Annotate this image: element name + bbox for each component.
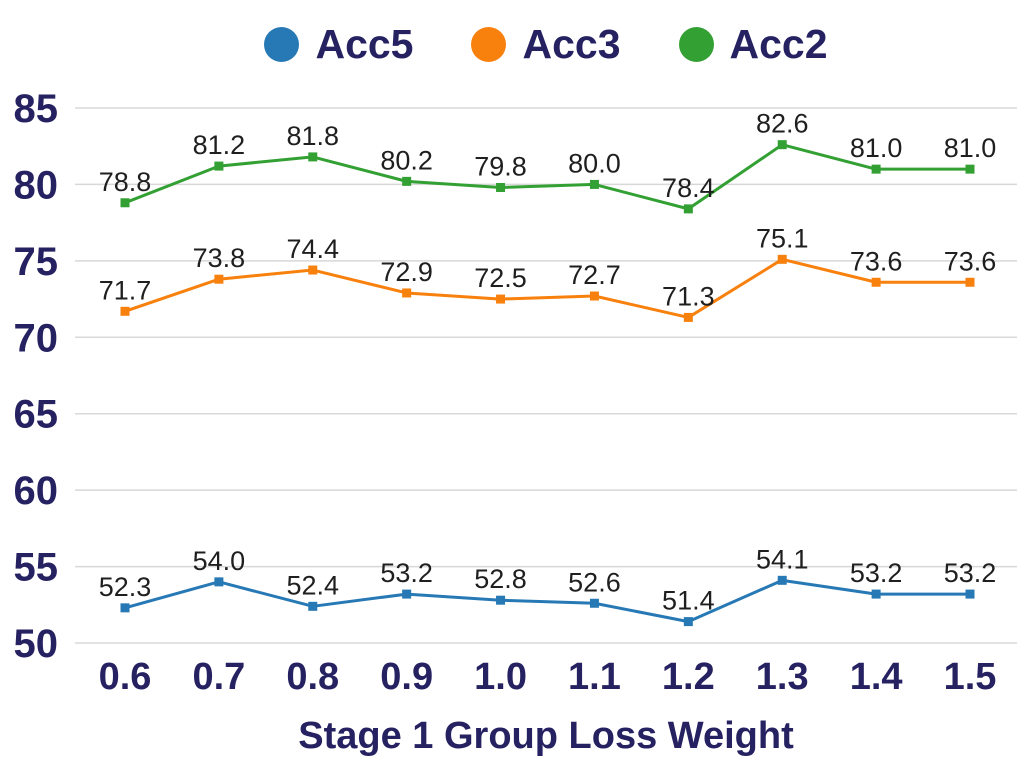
data-point-acc3	[683, 312, 693, 322]
data-point-label-acc2: 78.8	[99, 167, 152, 197]
legend-label: Acc3	[522, 21, 621, 67]
data-point-acc5	[308, 601, 318, 611]
data-point-acc3	[777, 254, 787, 264]
legend-label: Acc2	[729, 21, 828, 67]
series-line-acc2	[124, 143, 970, 211]
x-tick-label: 1.3	[756, 656, 809, 698]
legend-item-acc3: Acc3	[471, 21, 621, 67]
x-tick-label: 1.2	[662, 656, 715, 698]
data-point-label-acc5: 53.2	[380, 558, 433, 588]
data-point-label-acc5: 53.2	[944, 558, 997, 588]
data-point-acc2	[214, 161, 224, 171]
x-tick-label: 1.0	[474, 656, 527, 698]
gridlines-layer	[75, 107, 1017, 644]
x-tick-label: 0.7	[192, 656, 245, 698]
data-point-label-acc3: 75.1	[756, 223, 809, 253]
data-point-acc5	[965, 589, 975, 599]
data-point-label-acc3: 72.7	[568, 260, 621, 290]
x-axis-labels: 0.6 0.7 0.8 0.9 1.0 1.1 1.2 1.3 1.4 1.5	[99, 656, 997, 698]
data-point-acc5	[871, 589, 881, 599]
data-point-label-acc2: 81.0	[850, 133, 903, 163]
legend-marker-acc2	[678, 27, 714, 62]
data-point-acc3	[589, 291, 599, 301]
data-labels-layer: 52.3 54.0 52.4 53.2 52.8 52.6 51.4 54.1 53.2 53.2…	[99, 109, 997, 616]
legend-label: Acc5	[315, 21, 414, 67]
series-layer	[120, 140, 975, 627]
y-tick-label: 50	[14, 622, 59, 666]
data-point-label-acc3: 73.6	[944, 246, 997, 276]
data-point-label-acc2: 82.6	[756, 109, 809, 139]
y-tick-label: 75	[14, 240, 59, 284]
data-point-label-acc2: 78.4	[662, 173, 715, 203]
series-line-acc5	[124, 578, 970, 624]
data-point-acc2	[402, 176, 412, 186]
chart-legend: Acc5 Acc3 Acc2	[34, 24, 1024, 65]
y-tick-label: 65	[14, 393, 59, 437]
data-point-acc3	[965, 277, 975, 287]
x-tick-label: 0.8	[286, 656, 339, 698]
data-point-label-acc3: 73.8	[193, 243, 246, 273]
data-point-acc2	[683, 204, 693, 214]
data-point-label-acc5: 54.1	[756, 544, 809, 574]
data-point-label-acc2: 79.8	[474, 151, 527, 181]
data-point-acc3	[214, 274, 224, 284]
data-point-acc5	[496, 595, 506, 605]
data-point-acc3	[120, 306, 130, 316]
data-point-label-acc5: 54.0	[193, 546, 246, 576]
y-tick-label: 70	[14, 316, 59, 360]
y-tick-label: 85	[14, 87, 59, 131]
x-tick-label: 0.6	[99, 656, 152, 698]
data-point-acc2	[777, 140, 787, 150]
y-tick-label: 60	[14, 469, 59, 513]
data-point-acc5	[589, 598, 599, 608]
legend-item-acc2: Acc2	[678, 21, 828, 67]
data-point-acc2	[120, 198, 130, 208]
data-point-acc2	[308, 152, 318, 162]
data-point-label-acc3: 72.5	[474, 263, 527, 293]
x-tick-label: 1.1	[568, 656, 621, 698]
data-point-label-acc3: 71.7	[99, 275, 152, 305]
data-point-label-acc5: 52.3	[99, 572, 152, 602]
data-point-label-acc5: 53.2	[850, 558, 903, 588]
data-point-label-acc2: 81.0	[944, 133, 997, 163]
data-point-acc5	[120, 603, 130, 613]
data-point-acc3	[402, 288, 412, 298]
data-point-acc3	[871, 277, 881, 287]
data-point-label-acc2: 81.2	[193, 130, 246, 160]
data-point-label-acc5: 52.8	[474, 564, 527, 594]
legend-item-acc5: Acc5	[264, 24, 413, 65]
data-point-acc5	[683, 617, 693, 627]
data-point-acc2	[871, 164, 881, 174]
x-axis-title: Stage 1 Group Loss Weight	[298, 715, 794, 757]
y-tick-label: 55	[14, 546, 59, 590]
data-point-acc5	[214, 577, 224, 587]
x-tick-label: 0.9	[380, 656, 433, 698]
data-point-acc5	[402, 589, 412, 599]
data-point-label-acc5: 52.4	[286, 570, 339, 600]
data-point-acc2	[965, 164, 975, 174]
data-point-acc3	[496, 294, 506, 304]
data-point-label-acc2: 80.2	[380, 145, 433, 175]
data-point-label-acc3: 71.3	[662, 281, 715, 311]
series-line-acc3	[124, 257, 970, 319]
data-point-acc3	[308, 265, 318, 275]
data-point-label-acc3: 74.4	[286, 234, 339, 264]
y-axis-labels: 50 55 60 65 70 75 80 85	[14, 87, 59, 666]
data-point-acc2	[496, 182, 506, 192]
data-point-label-acc2: 81.8	[286, 121, 339, 151]
data-point-label-acc3: 73.6	[850, 246, 903, 276]
x-tick-label: 1.5	[944, 656, 997, 698]
data-point-acc2	[589, 179, 599, 189]
y-tick-label: 80	[14, 163, 59, 207]
data-point-acc5	[777, 575, 787, 585]
data-point-label-acc5: 51.4	[662, 586, 715, 616]
legend-marker-acc5	[264, 27, 300, 62]
legend-marker-acc3	[471, 27, 507, 62]
data-point-label-acc2: 80.0	[568, 148, 621, 178]
x-tick-label: 1.4	[850, 656, 903, 698]
data-point-label-acc5: 52.6	[568, 567, 621, 597]
data-point-label-acc3: 72.9	[380, 257, 433, 287]
